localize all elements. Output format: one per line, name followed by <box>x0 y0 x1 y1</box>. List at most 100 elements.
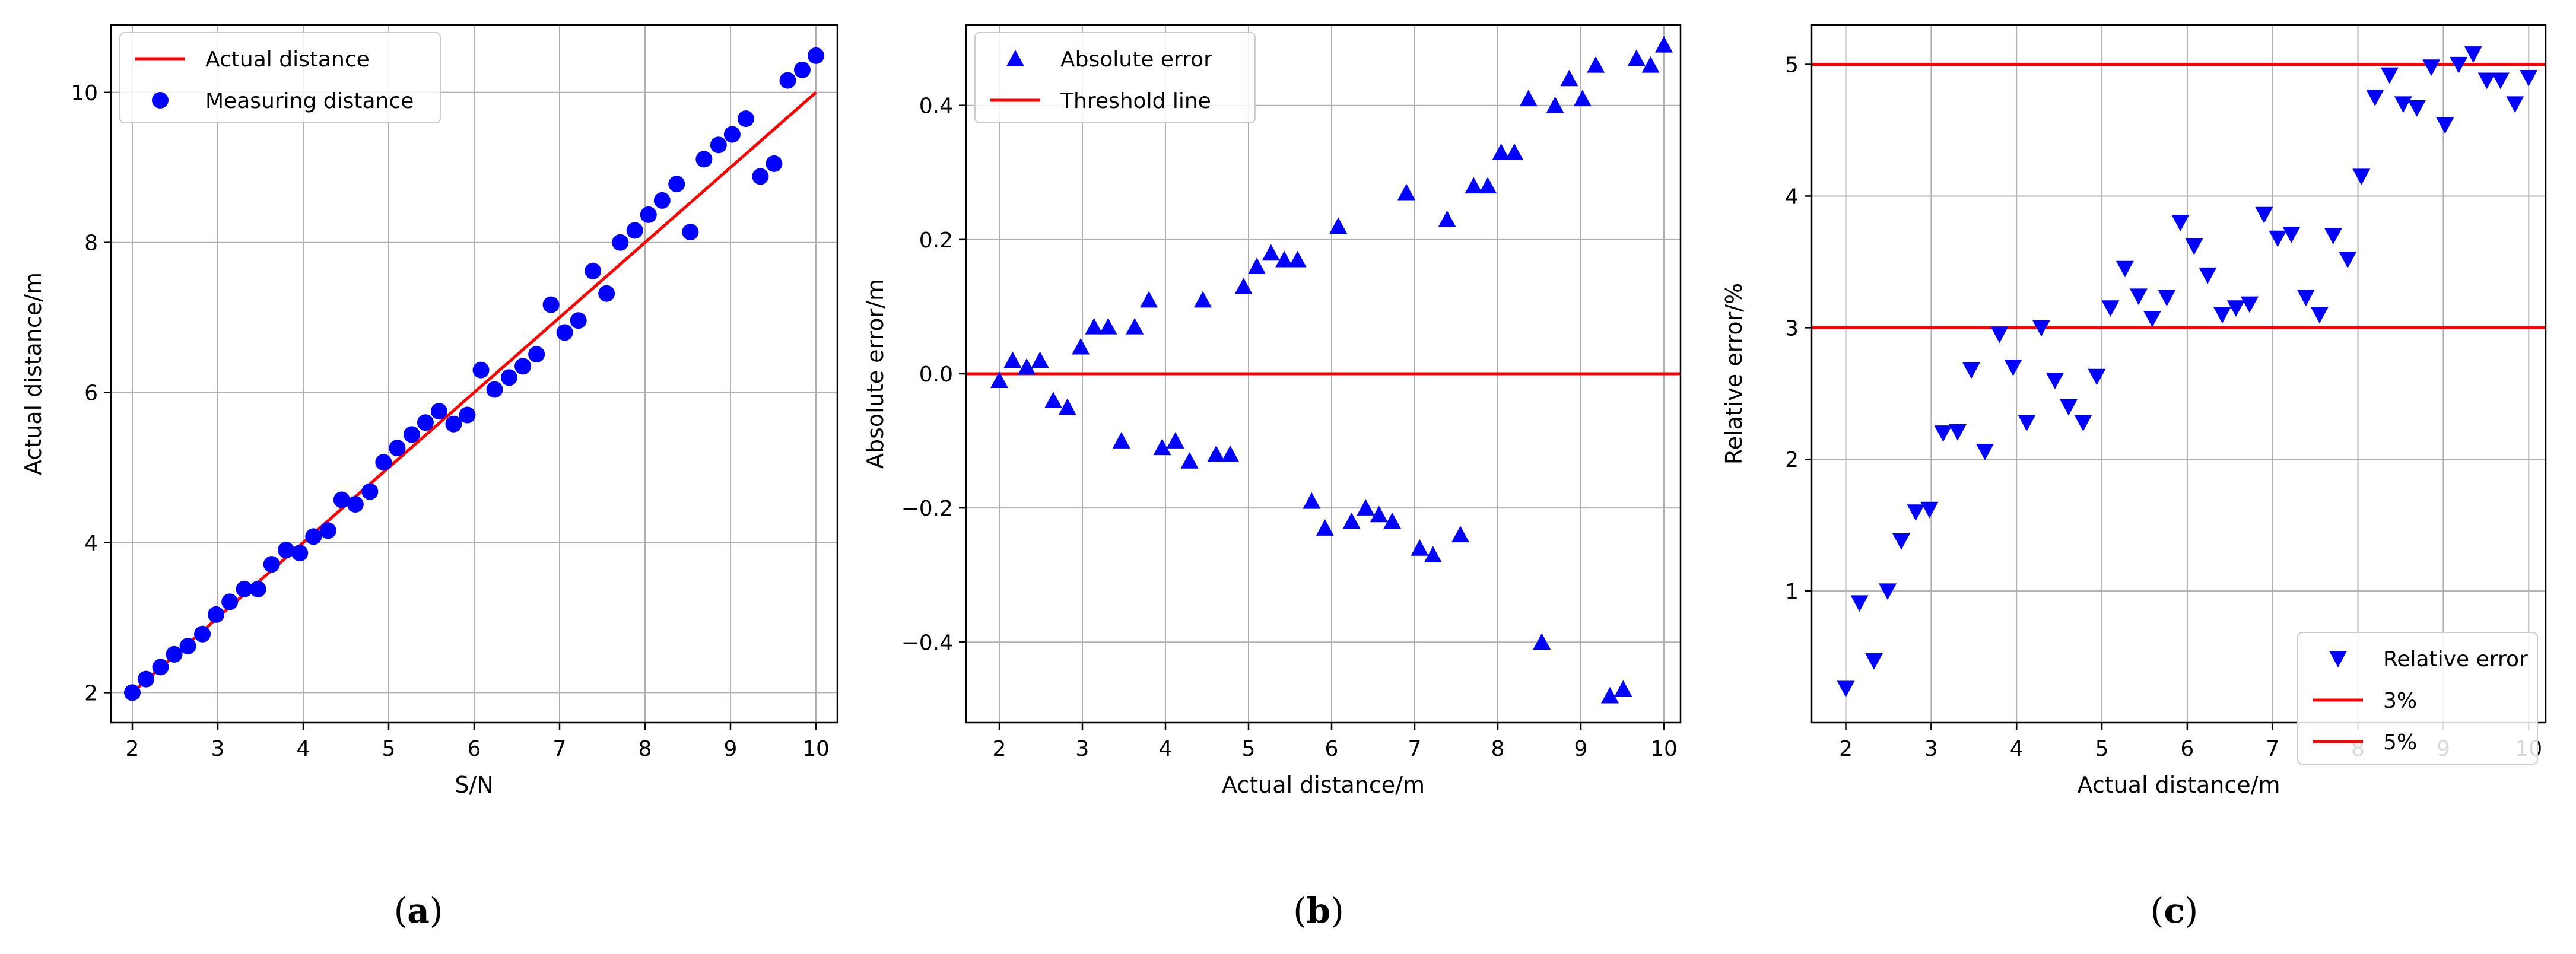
legend-label: Relative error <box>2383 647 2528 672</box>
data-point <box>570 312 587 329</box>
x-tick-label: 3 <box>1924 737 1938 761</box>
data-point <box>514 358 532 375</box>
x-tick-label: 7 <box>2266 737 2279 761</box>
x-tick-label: 2 <box>126 737 139 761</box>
data-point <box>2506 96 2524 113</box>
data-point <box>1655 36 1673 53</box>
data-point <box>1072 338 1090 355</box>
data-point <box>194 625 211 643</box>
data-point <box>2352 168 2371 186</box>
data-point <box>1031 351 1049 368</box>
data-point <box>375 454 392 471</box>
y-tick-label: 2 <box>1785 448 1799 472</box>
data-point <box>2240 296 2259 313</box>
data-point <box>1275 250 1294 268</box>
data-point <box>653 192 671 209</box>
y-tick-label: 1 <box>1785 580 1799 604</box>
data-point <box>1248 257 1266 274</box>
x-tick-label: 5 <box>2095 737 2109 761</box>
y-tick-label: 6 <box>84 381 98 406</box>
data-point <box>2074 415 2092 432</box>
data-point <box>1018 358 1036 375</box>
data-point <box>990 371 1008 389</box>
data-point <box>2324 228 2342 245</box>
x-tick-label: 10 <box>1650 737 1678 761</box>
data-point <box>263 556 280 573</box>
data-point <box>1465 177 1483 194</box>
y-tick-label: 4 <box>1785 185 1799 209</box>
data-point <box>1221 445 1240 462</box>
data-point <box>2394 96 2412 113</box>
data-point <box>305 528 322 545</box>
data-point <box>1850 595 1869 612</box>
x-tick-label: 5 <box>382 737 396 761</box>
legend-marker <box>152 92 169 109</box>
data-point <box>793 61 811 78</box>
data-point <box>2185 238 2203 255</box>
data-point <box>1058 398 1076 415</box>
x-axis-label: Actual distance/m <box>1222 772 1425 798</box>
data-point <box>2088 368 2106 386</box>
data-point <box>486 381 503 398</box>
data-point <box>236 580 253 597</box>
legend: Relative error 3% 5% <box>2297 632 2538 765</box>
data-point <box>389 440 406 457</box>
y-tick-label: 8 <box>84 231 98 256</box>
data-point <box>1180 452 1199 469</box>
y-tick-label: 0.2 <box>919 228 953 253</box>
x-tick-label: 2 <box>1839 737 1853 761</box>
data-point <box>2032 320 2050 337</box>
data-point <box>1342 512 1361 529</box>
data-point <box>1085 317 1103 335</box>
data-point <box>585 262 602 279</box>
legend: Actual distance Measuring distance <box>119 32 441 123</box>
data-point <box>2129 288 2148 306</box>
data-point <box>1879 583 1897 600</box>
data-point <box>1451 526 1469 543</box>
data-point <box>2436 117 2454 134</box>
data-point <box>333 491 350 508</box>
data-point <box>2520 70 2538 87</box>
data-point <box>1948 424 1967 441</box>
data-point <box>1601 686 1619 704</box>
x-tick-label: 10 <box>802 737 830 761</box>
data-point <box>2255 206 2273 224</box>
y-tick-label: −0.4 <box>901 631 953 655</box>
data-point <box>1614 680 1632 697</box>
data-point <box>361 483 379 500</box>
y-tick-label: 0.4 <box>919 94 953 119</box>
legend: Absolute error Threshold line <box>974 32 1256 123</box>
data-point <box>1126 317 1144 335</box>
chart-panel-b: 2 3 4 5 6 7 8 9 10 −0.4 −0.2 0.0 0.2 0.4 Actual distan… <box>862 24 1682 931</box>
data-point <box>2366 90 2384 107</box>
data-point <box>542 296 560 313</box>
data-point <box>1519 90 1538 107</box>
legend-box <box>2297 632 2538 765</box>
data-point <box>472 361 490 379</box>
data-point <box>152 659 169 676</box>
data-point <box>2059 399 2078 416</box>
x-axis-label: Actual distance/m <box>2078 772 2280 798</box>
data-point <box>1099 317 1117 335</box>
data-point <box>723 126 741 143</box>
data-point <box>766 155 783 172</box>
x-tick-label: 4 <box>2010 737 2024 761</box>
data-point <box>2116 260 2134 278</box>
data-point <box>640 206 657 223</box>
x-axis-label: S/N <box>455 772 493 798</box>
legend-marker <box>2329 651 2347 667</box>
data-point <box>779 72 796 89</box>
caption-letter: b <box>1307 891 1331 931</box>
y-tick-label: 0.0 <box>919 362 953 387</box>
data-point <box>612 234 629 251</box>
data-point <box>459 406 476 424</box>
data-point <box>1573 90 1592 107</box>
data-point <box>1962 362 1980 379</box>
data-point <box>1411 539 1429 556</box>
data-point <box>138 670 155 688</box>
x-tick-label: 9 <box>724 737 738 761</box>
data-point <box>1303 492 1321 509</box>
data-point <box>221 593 239 610</box>
data-point <box>1990 326 2009 344</box>
